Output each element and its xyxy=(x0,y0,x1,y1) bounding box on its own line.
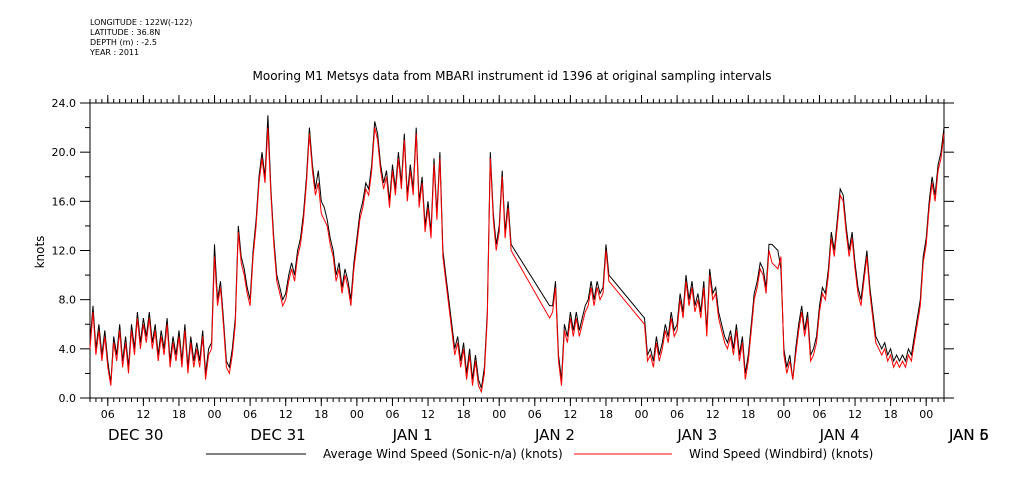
year-label: YEAR : 2011 xyxy=(90,48,140,57)
x-tick-label: 12 xyxy=(563,408,577,421)
depth-label: DEPTH (m) : -2.5 xyxy=(90,38,157,47)
chart-title: Mooring M1 Metsys data from MBARI instru… xyxy=(253,69,772,83)
x-tick-label: 18 xyxy=(172,408,186,421)
x-tick-label: 18 xyxy=(741,408,755,421)
latitude-label: LATITUDE : 36.8N xyxy=(90,28,161,37)
metadata-block: LONGITUDE : 122W(-122) LATITUDE : 36.8N … xyxy=(90,18,192,58)
legend-label-sonic: Average Wind Speed (Sonic-n/a) (knots) xyxy=(323,447,563,461)
x-date-label: JAN 4 xyxy=(819,426,860,444)
x-date-label: JAN 6 xyxy=(948,426,989,444)
x-tick-label: 12 xyxy=(848,408,862,421)
y-axis-label: knots xyxy=(33,236,47,269)
x-tick-label: 00 xyxy=(350,408,364,421)
x-tick-label: 06 xyxy=(670,408,684,421)
x-tick-label: 18 xyxy=(884,408,898,421)
x-date-label: DEC 31 xyxy=(250,426,305,444)
x-tick-label: 00 xyxy=(492,408,506,421)
x-tick-label: 18 xyxy=(599,408,613,421)
x-tick-label: 12 xyxy=(136,408,150,421)
x-date-label: JAN 3 xyxy=(676,426,717,444)
x-tick-label: 18 xyxy=(314,408,328,421)
x-tick-label: 00 xyxy=(635,408,649,421)
x-tick-label: 06 xyxy=(385,408,399,421)
x-tick-label: 06 xyxy=(812,408,826,421)
longitude-label: LONGITUDE : 122W(-122) xyxy=(90,18,193,27)
x-tick-label: 18 xyxy=(457,408,471,421)
x-tick-label: 12 xyxy=(706,408,720,421)
series-line-windbird xyxy=(89,127,945,394)
y-tick-label: 0.0 xyxy=(59,392,77,405)
x-tick-label: 06 xyxy=(243,408,257,421)
x-tick-label: 00 xyxy=(208,408,222,421)
x-date-label: JAN 1 xyxy=(392,426,433,444)
x-tick-label: 06 xyxy=(101,408,115,421)
y-tick-label: 4.0 xyxy=(59,343,77,356)
x-tick-label: 12 xyxy=(421,408,435,421)
y-tick-label: 24.0 xyxy=(52,97,77,110)
x-date-label: JAN 2 xyxy=(534,426,575,444)
x-tick-label: 00 xyxy=(919,408,933,421)
y-tick-label: 20.0 xyxy=(52,146,77,159)
x-tick-label: 06 xyxy=(528,408,542,421)
plot-frame xyxy=(89,102,945,399)
x-tick-label: 12 xyxy=(279,408,293,421)
legend-label-windbird: Wind Speed (Windbird) (knots) xyxy=(689,447,873,461)
y-tick-label: 16.0 xyxy=(52,195,77,208)
y-tick-label: 12.0 xyxy=(52,245,77,258)
x-tick-label: 00 xyxy=(777,408,791,421)
x-date-label: DEC 30 xyxy=(108,426,163,444)
y-tick-label: 8.0 xyxy=(59,294,77,307)
x-date-label: JAN 5 xyxy=(948,426,989,444)
series-line-sonic xyxy=(89,115,945,389)
